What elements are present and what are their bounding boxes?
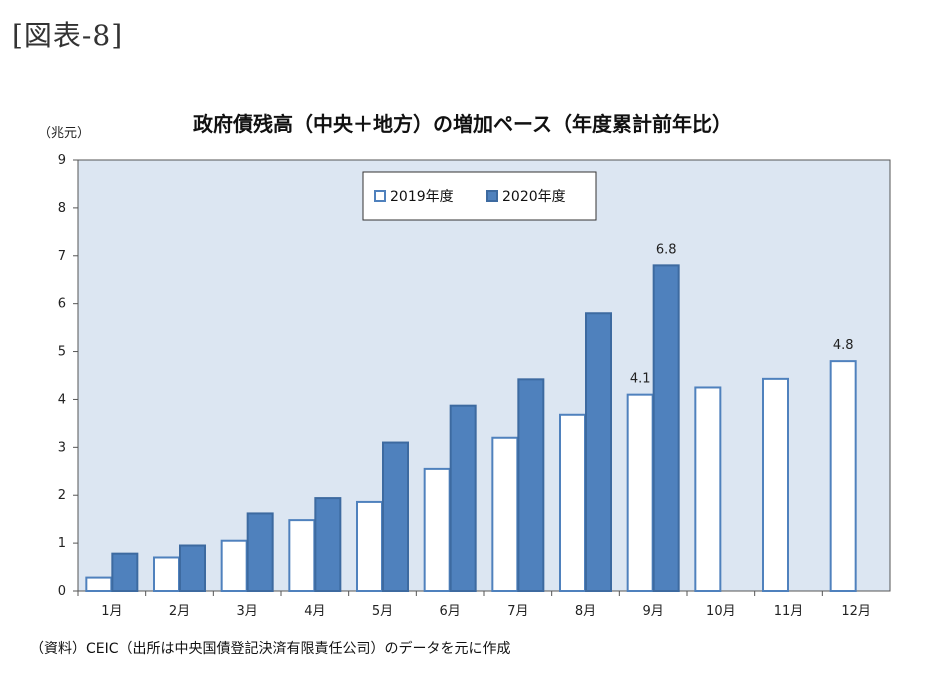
- y-axis-unit-label: （兆元）: [38, 126, 91, 141]
- legend-label: 2020年度: [502, 189, 566, 205]
- bar-2020年度-2月: [179, 544, 206, 592]
- bar-2019年度-5月: [356, 500, 383, 592]
- bar-2019年度-1月: [85, 576, 113, 593]
- figure-label: [図表-8]: [12, 19, 124, 52]
- legend-swatch: [374, 190, 386, 202]
- bar-2020年度-5月: [382, 441, 409, 592]
- data-labels-group: 4.1 6.8 4.8: [630, 242, 854, 386]
- bar-2020年度-9月: [652, 264, 680, 592]
- y-tick-label: 3: [58, 440, 66, 455]
- bar-2019年度-10月: [694, 386, 722, 592]
- bar-2020年度-1月: [111, 552, 139, 592]
- x-axis: 1月 2月 3月 4月 5月 6月 7月 8月 9月 10月 11月 12月: [77, 591, 871, 619]
- legend-swatch: [486, 190, 498, 202]
- bar-2019年度-6月: [423, 467, 451, 592]
- x-tick-label: 9月: [643, 604, 664, 619]
- legend: 2019年度 2020年度: [362, 171, 597, 221]
- x-tick-label: 12月: [841, 604, 871, 619]
- bar-2019年度-12月: [829, 360, 857, 592]
- bar-2019年度-4月: [288, 519, 316, 593]
- bar-2020年度-8月: [585, 312, 612, 592]
- bar-2019年度-9月: [626, 393, 654, 592]
- y-tick-label: 7: [58, 249, 66, 264]
- bar-2020年度-4月: [314, 497, 342, 592]
- x-tick-label: 7月: [507, 604, 528, 619]
- y-tick-label: 6: [58, 297, 66, 312]
- bar-2019年度-8月: [559, 413, 586, 592]
- data-label: 4.8: [833, 338, 854, 353]
- x-tick-label: 8月: [575, 604, 596, 619]
- legend-label: 2019年度: [390, 189, 454, 205]
- bars-group: [85, 264, 857, 593]
- bar-2019年度-7月: [491, 436, 519, 592]
- x-tick-label: 10月: [706, 604, 736, 619]
- plot-area: [77, 159, 891, 592]
- data-label: 4.1: [630, 372, 651, 387]
- y-tick-label: 0: [58, 584, 66, 599]
- data-label: 6.8: [656, 242, 677, 257]
- x-tick-label: 3月: [237, 604, 258, 619]
- bar-2019年度-2月: [153, 556, 180, 593]
- x-tick-label: 2月: [169, 604, 190, 619]
- x-tick-label: 1月: [101, 604, 122, 619]
- y-tick-label: 5: [58, 345, 66, 360]
- legend-box: [362, 171, 597, 221]
- y-tick-label: 4: [58, 392, 66, 407]
- bar-2020年度-6月: [449, 404, 477, 593]
- y-tick-label: 1: [58, 536, 66, 551]
- y-axis: 0 1 2 3 4 5 6 7 8 9: [58, 153, 78, 599]
- bar-2019年度-3月: [220, 539, 248, 593]
- bar-2020年度-3月: [246, 512, 274, 592]
- chart-title: 政府債残高（中央＋地方）の増加ペース（年度累計前年比）: [193, 112, 732, 136]
- y-tick-label: 8: [58, 201, 66, 216]
- bar-2020年度-7月: [517, 378, 545, 592]
- x-tick-label: 6月: [440, 604, 461, 619]
- source-note: （資料）CEIC（出所は中央国債登記決済有限責任公司）のデータを元に作成: [30, 641, 511, 657]
- x-tick-label: 5月: [372, 604, 393, 619]
- bar-2019年度-11月: [762, 377, 789, 593]
- y-tick-label: 2: [58, 488, 66, 503]
- x-tick-label: 4月: [304, 604, 325, 619]
- y-tick-label: 9: [58, 153, 66, 168]
- x-tick-label: 11月: [774, 604, 804, 619]
